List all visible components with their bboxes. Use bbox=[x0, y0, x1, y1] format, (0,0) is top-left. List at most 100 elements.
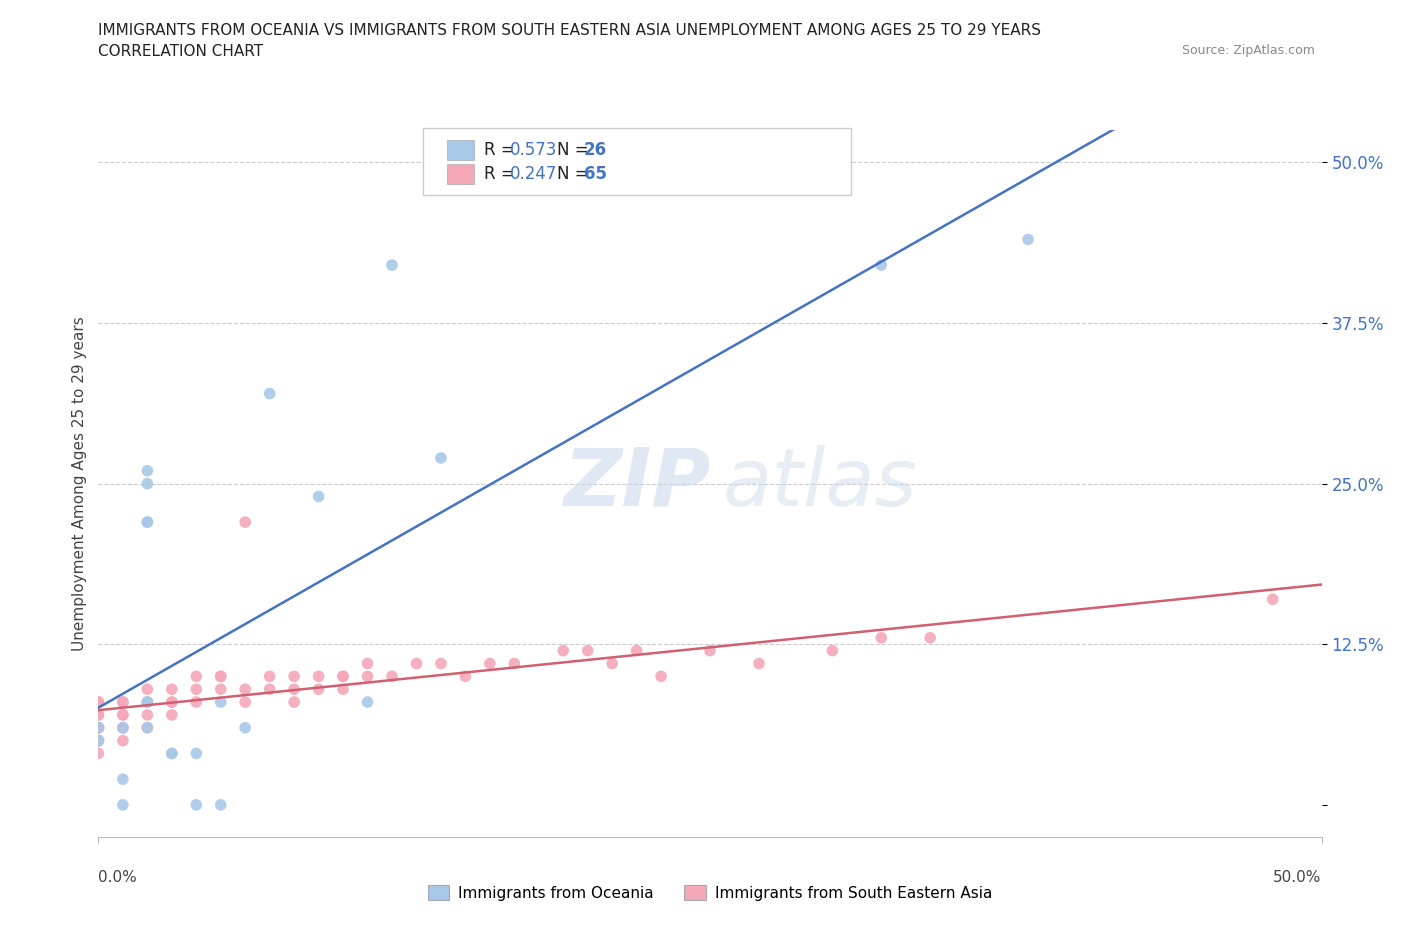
Point bbox=[1261, 591, 1284, 606]
Point bbox=[699, 644, 721, 658]
Point bbox=[283, 682, 305, 697]
Point bbox=[259, 669, 281, 684]
Point bbox=[87, 708, 110, 723]
Point bbox=[430, 450, 453, 465]
Point bbox=[356, 695, 378, 710]
Point bbox=[186, 746, 208, 761]
Point bbox=[136, 721, 159, 736]
Point bbox=[136, 476, 159, 491]
Point bbox=[308, 489, 330, 504]
Point bbox=[259, 682, 281, 697]
Point bbox=[209, 669, 232, 684]
Point bbox=[259, 386, 281, 401]
Text: 0.573: 0.573 bbox=[509, 141, 557, 159]
Point bbox=[870, 258, 893, 272]
Point bbox=[1017, 232, 1039, 246]
Point bbox=[332, 682, 354, 697]
Point bbox=[332, 669, 354, 684]
Point bbox=[186, 669, 208, 684]
Point bbox=[111, 797, 134, 812]
Point bbox=[920, 631, 942, 645]
Point bbox=[87, 746, 110, 761]
Point bbox=[87, 695, 110, 710]
Point bbox=[87, 733, 110, 748]
Point bbox=[136, 695, 159, 710]
Point bbox=[454, 669, 477, 684]
Point bbox=[821, 644, 844, 658]
Point bbox=[87, 721, 110, 736]
Text: 50.0%: 50.0% bbox=[1274, 870, 1322, 884]
Point bbox=[600, 656, 623, 671]
Point bbox=[553, 644, 575, 658]
Point bbox=[209, 797, 232, 812]
Point bbox=[87, 733, 110, 748]
Text: IMMIGRANTS FROM OCEANIA VS IMMIGRANTS FROM SOUTH EASTERN ASIA UNEMPLOYMENT AMONG: IMMIGRANTS FROM OCEANIA VS IMMIGRANTS FR… bbox=[98, 23, 1042, 38]
Point bbox=[111, 708, 134, 723]
Point bbox=[87, 721, 110, 736]
Point bbox=[478, 656, 501, 671]
Text: N =: N = bbox=[557, 165, 593, 183]
Point bbox=[381, 669, 404, 684]
Point bbox=[283, 669, 305, 684]
Point bbox=[136, 695, 159, 710]
Point bbox=[626, 644, 648, 658]
Point bbox=[870, 631, 893, 645]
Point bbox=[209, 682, 232, 697]
Point bbox=[111, 695, 134, 710]
Point bbox=[160, 682, 183, 697]
Point bbox=[332, 669, 354, 684]
Point bbox=[186, 682, 208, 697]
Y-axis label: Unemployment Among Ages 25 to 29 years: Unemployment Among Ages 25 to 29 years bbox=[72, 316, 87, 651]
Point bbox=[136, 708, 159, 723]
FancyBboxPatch shape bbox=[447, 140, 474, 160]
Point bbox=[503, 656, 526, 671]
Point bbox=[136, 682, 159, 697]
Point bbox=[111, 721, 134, 736]
Point bbox=[233, 514, 256, 529]
Point bbox=[111, 721, 134, 736]
Point bbox=[136, 463, 159, 478]
Point bbox=[87, 708, 110, 723]
Point bbox=[111, 772, 134, 787]
Point bbox=[111, 708, 134, 723]
Text: 26: 26 bbox=[583, 141, 607, 159]
Point bbox=[650, 669, 672, 684]
Text: ZIP: ZIP bbox=[562, 445, 710, 523]
Text: Source: ZipAtlas.com: Source: ZipAtlas.com bbox=[1181, 44, 1315, 57]
Text: atlas: atlas bbox=[723, 445, 917, 523]
Point bbox=[576, 644, 599, 658]
Point bbox=[233, 682, 256, 697]
Point bbox=[160, 746, 183, 761]
Point bbox=[111, 721, 134, 736]
Text: 0.247: 0.247 bbox=[509, 165, 557, 183]
Text: 65: 65 bbox=[583, 165, 607, 183]
Point bbox=[356, 656, 378, 671]
Point bbox=[160, 708, 183, 723]
Point bbox=[233, 695, 256, 710]
FancyBboxPatch shape bbox=[447, 164, 474, 184]
Point bbox=[430, 656, 453, 671]
Point bbox=[87, 733, 110, 748]
Point bbox=[160, 695, 183, 710]
Point bbox=[136, 721, 159, 736]
Point bbox=[160, 695, 183, 710]
Point bbox=[136, 514, 159, 529]
Point bbox=[308, 669, 330, 684]
Point bbox=[160, 746, 183, 761]
Point bbox=[283, 695, 305, 710]
Point bbox=[308, 682, 330, 697]
Point bbox=[381, 258, 404, 272]
Point bbox=[209, 695, 232, 710]
Point bbox=[186, 797, 208, 812]
Point bbox=[136, 695, 159, 710]
Point bbox=[87, 721, 110, 736]
Text: N =: N = bbox=[557, 141, 593, 159]
Point bbox=[87, 721, 110, 736]
Point bbox=[748, 656, 770, 671]
Point bbox=[87, 733, 110, 748]
Point bbox=[87, 695, 110, 710]
Point bbox=[233, 721, 256, 736]
Text: 0.0%: 0.0% bbox=[98, 870, 138, 884]
Point bbox=[136, 514, 159, 529]
Point bbox=[356, 669, 378, 684]
